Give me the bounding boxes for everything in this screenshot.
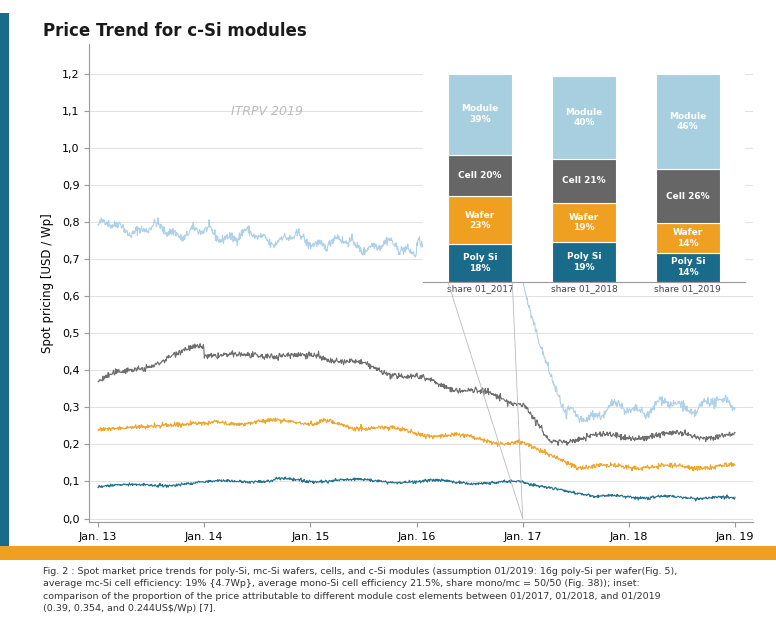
Text: Poly Si
19%: Poly Si 19%	[566, 252, 601, 272]
Text: Wafer
14%: Wafer 14%	[673, 229, 703, 248]
Text: Poly Si
18%: Poly Si 18%	[462, 253, 497, 273]
Text: ITRPV 2019: ITRPV 2019	[230, 104, 303, 118]
Text: Cell 21%: Cell 21%	[562, 176, 606, 185]
Bar	[448, 244, 512, 282]
Y-axis label: Spot pricing [USD / Wp]: Spot pricing [USD / Wp]	[40, 213, 54, 353]
Bar	[448, 196, 512, 244]
Bar	[552, 76, 616, 159]
Bar	[448, 154, 512, 196]
Bar	[448, 73, 512, 154]
Bar	[552, 203, 616, 242]
Text: Cell 20%: Cell 20%	[459, 171, 502, 180]
Text: Cell 26%: Cell 26%	[666, 192, 709, 201]
Text: Price Trend for c-Si modules: Price Trend for c-Si modules	[43, 22, 307, 40]
Text: Fig. 2 : Spot market price trends for poly-Si, mc-Si wafers, cells, and c-Si mod: Fig. 2 : Spot market price trends for po…	[43, 567, 677, 613]
Text: Module
39%: Module 39%	[462, 104, 499, 124]
Bar	[656, 73, 720, 169]
Text: Wafer
19%: Wafer 19%	[569, 213, 599, 232]
Text: Module
46%: Module 46%	[669, 112, 706, 131]
Bar	[656, 223, 720, 253]
Bar	[656, 169, 720, 223]
Text: Poly Si
14%: Poly Si 14%	[670, 258, 705, 277]
Text: Wafer
23%: Wafer 23%	[465, 211, 495, 230]
Bar	[552, 159, 616, 203]
Bar	[552, 242, 616, 282]
Text: Module
40%: Module 40%	[565, 108, 603, 127]
Bar	[656, 253, 720, 282]
